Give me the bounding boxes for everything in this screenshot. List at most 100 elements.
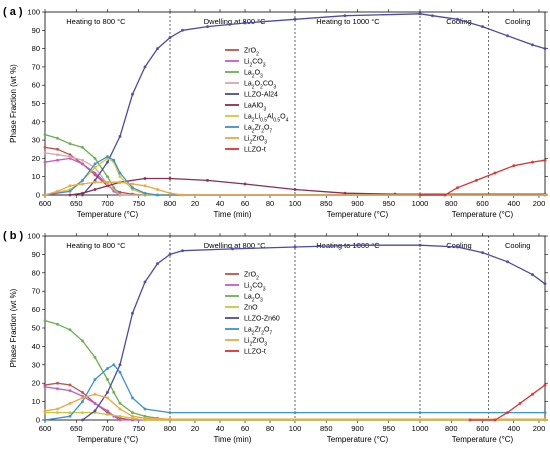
data-point <box>81 162 84 166</box>
x-tick-label: 600 <box>476 424 489 433</box>
data-point <box>106 413 109 416</box>
x-tick-label: 800 <box>164 199 177 208</box>
data-point <box>143 65 147 69</box>
data-point <box>293 188 297 191</box>
x-tick-label: 400 <box>507 424 520 433</box>
y-tick-label: 40 <box>32 117 40 126</box>
data-point <box>131 186 134 190</box>
data-point <box>81 191 84 195</box>
data-point <box>356 243 359 247</box>
data-point <box>156 193 159 197</box>
data-point <box>93 180 97 184</box>
data-point <box>181 249 184 253</box>
data-point <box>131 396 134 400</box>
data-point <box>474 178 478 182</box>
legend-label: La2Li0.5Al0.5O4 <box>244 114 289 124</box>
data-point <box>493 418 497 422</box>
data-point <box>293 411 297 415</box>
data-point <box>106 160 109 164</box>
data-point <box>156 262 159 266</box>
x-axis-title: Temperature (°C) <box>77 210 139 219</box>
data-point <box>118 171 122 175</box>
chart-panel-a: ( a ) Heating to 800 °C Dwelling at 800 °C… <box>3 6 548 219</box>
data-point <box>118 175 122 179</box>
data-point <box>131 182 134 186</box>
data-point <box>143 416 147 420</box>
data-point <box>68 142 72 146</box>
region-label: Heating to 800 °C <box>66 241 126 250</box>
legend-label: LLZO-Al24 <box>244 92 278 99</box>
data-point <box>106 175 109 179</box>
x-tick-label: 80 <box>266 199 274 208</box>
y-tick-label: 10 <box>32 397 40 406</box>
x-axis-title: Time (min) <box>214 210 252 219</box>
data-point <box>168 36 172 40</box>
legend-label: LLZO-t <box>244 147 266 154</box>
data-point <box>106 367 109 370</box>
x-tick-label: 850 <box>320 424 333 433</box>
series-line <box>470 384 546 421</box>
y-tick-label: 70 <box>32 287 40 296</box>
data-point <box>431 14 434 18</box>
data-point <box>68 155 72 159</box>
y-tick-label: 30 <box>32 136 40 145</box>
legend-label: LLZO-t <box>244 349 266 356</box>
data-point <box>456 186 459 190</box>
x-tick-label: 700 <box>101 424 114 433</box>
data-point <box>118 414 122 418</box>
data-point <box>156 47 159 51</box>
x-tick-label: 200 <box>533 424 546 433</box>
data-point <box>168 411 172 415</box>
x-tick-label: 800 <box>445 424 458 433</box>
data-point <box>56 387 59 391</box>
x-tick-label: 40 <box>216 424 224 433</box>
data-point <box>68 414 72 418</box>
data-point <box>43 133 47 137</box>
x-tick-label: 80 <box>266 424 274 433</box>
data-point <box>43 319 47 323</box>
region-label: Dwelling at 800 °C <box>204 17 266 26</box>
y-tick-label: 50 <box>32 324 40 333</box>
data-point <box>418 12 422 16</box>
legend-label: La2Zr2O7 <box>244 125 272 135</box>
data-point <box>43 160 47 164</box>
data-point <box>181 28 184 32</box>
data-point <box>68 401 72 405</box>
data-point <box>56 407 59 411</box>
legend-label: Li2ZrO3 <box>244 136 267 146</box>
x-tick-label: 60 <box>241 199 249 208</box>
x-tick-label: 600 <box>39 199 52 208</box>
data-point <box>118 407 122 411</box>
x-tick-label: 100 <box>289 424 302 433</box>
data-point <box>506 411 509 415</box>
x-axis-title: Temperature (°C) <box>452 210 514 219</box>
data-point <box>481 251 484 255</box>
data-point <box>43 193 47 197</box>
region-label: Heating to 800 °C <box>66 17 126 26</box>
data-point <box>543 411 547 415</box>
y-tick-label: 60 <box>32 305 40 314</box>
data-point <box>543 282 547 286</box>
data-point <box>168 177 172 180</box>
data-point <box>118 401 122 405</box>
y-tick-label: 0 <box>36 191 40 200</box>
data-point <box>93 171 97 175</box>
x-tick-label: 700 <box>101 199 114 208</box>
legend-label: LLZO-Zn60 <box>244 316 280 323</box>
data-point <box>543 47 547 51</box>
data-point <box>118 363 122 367</box>
data-point <box>56 322 59 326</box>
x-tick-label: 1000 <box>412 424 429 433</box>
data-point <box>93 156 97 160</box>
data-point <box>56 147 59 151</box>
data-point <box>131 414 134 418</box>
series-line <box>44 146 545 196</box>
data-point <box>68 328 72 332</box>
data-point <box>56 153 59 157</box>
region-label: Cooling <box>446 17 471 26</box>
region-label: Dwelling at 800 °C <box>204 241 266 250</box>
data-point <box>81 145 84 149</box>
data-point <box>206 178 209 182</box>
y-tick-label: 70 <box>32 62 40 71</box>
